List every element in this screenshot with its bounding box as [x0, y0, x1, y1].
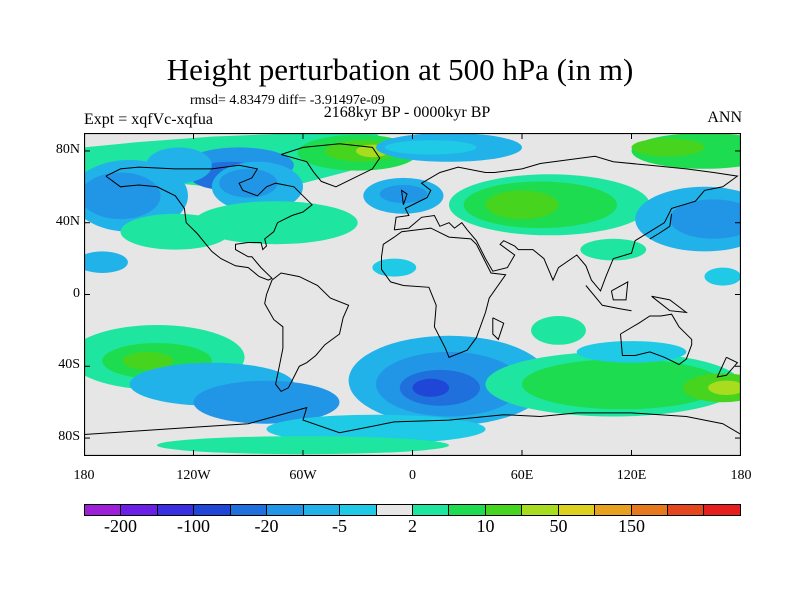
field-sind-mid [522, 359, 723, 410]
field-drake [193, 380, 340, 424]
colorbar-swatch [631, 505, 668, 515]
coastlines [84, 143, 741, 435]
colorbar-swatch [303, 505, 341, 515]
lon-tick-label: 60W [289, 468, 317, 483]
season-label: ANN [707, 109, 742, 126]
field-natl-core [379, 185, 428, 203]
map-title: Height perturbation at 500 hPa (in m) [166, 52, 634, 87]
colorbar-swatch [668, 505, 705, 515]
field-alaska [146, 147, 212, 184]
lon-tick-label: 120E [616, 468, 647, 483]
field-epac-pos [120, 213, 231, 250]
field-trop-pac [84, 251, 128, 273]
lon-tick-label: 0 [409, 468, 416, 483]
lon-tick-label: 120W [176, 468, 211, 483]
coast-antarctica [84, 406, 741, 435]
field-trop-indian [531, 316, 586, 345]
field-canada-mid [219, 168, 278, 198]
field-trop-atl [372, 258, 417, 277]
colorbar-label: 50 [549, 516, 568, 536]
field-satl-max [412, 378, 450, 397]
field-asia-core [485, 190, 559, 220]
lat-tick-label: 80S [58, 429, 80, 445]
colorbar-swatch [558, 505, 596, 515]
field-europe-edge [385, 140, 477, 155]
lat-tick-label: 0 [73, 285, 80, 301]
colorbar-label: -20 [254, 516, 279, 536]
axis-ticks [84, 133, 741, 456]
coast-south-america [264, 272, 350, 393]
colorbar-swatch [194, 505, 231, 515]
field-spac-core [122, 351, 174, 370]
experiment-label: Expt = xqfVc-xqfua [84, 111, 213, 128]
colorbar-swatch [449, 505, 486, 515]
field-natl-pos [193, 201, 358, 245]
colorbar-swatch [85, 505, 122, 515]
lat-tick-label: 40S [58, 357, 80, 373]
coast-australia [620, 313, 693, 366]
colorbar-label: 10 [476, 516, 495, 536]
field-australia-neg [576, 341, 687, 363]
lat-tick-label: 40N [55, 213, 80, 229]
colorbar-swatch [340, 505, 377, 515]
field-sind-max [708, 380, 741, 395]
period-label: 2168kyr BP - 0000kyr BP [323, 104, 491, 121]
colorbar-label: -100 [177, 516, 210, 536]
field-siberia-core [631, 138, 705, 157]
colorbar-swatch [267, 505, 304, 515]
lon-tick-label: 60E [510, 468, 534, 483]
colorbar-swatch [412, 505, 450, 515]
height-field [84, 133, 741, 455]
colorbar-swatch [230, 505, 268, 515]
field-pole-mint [157, 436, 449, 455]
colorbar [84, 504, 741, 516]
field-nwpac-core [669, 199, 741, 239]
colorbar-label: 150 [618, 516, 645, 536]
colorbar-swatch [121, 505, 158, 515]
colorbar-swatch [522, 505, 559, 515]
field-trop-wpac [704, 267, 741, 286]
lon-tick-label: 180 [73, 468, 95, 483]
coast-greenland [280, 143, 381, 188]
stats-text: rmsd= 4.83479 diff= -3.91497e-09 [190, 93, 385, 108]
coast-japan [649, 213, 673, 240]
coast-uk [400, 189, 408, 205]
field-trop-asia [580, 238, 647, 261]
field-npac-core [84, 172, 161, 220]
coast-new-guinea [651, 295, 689, 314]
coast-eurasia [393, 155, 739, 292]
colorbar-swatch [157, 505, 195, 515]
colorbar-swatch [595, 505, 632, 515]
map-panel [84, 133, 741, 456]
colorbar-swatch [704, 505, 740, 515]
colorbar-swatch [376, 505, 413, 515]
lon-tick-label: 180 [730, 468, 752, 483]
coast-madagascar [492, 317, 505, 341]
colorbar-label: -200 [104, 516, 137, 536]
colorbar-swatch [485, 505, 523, 515]
coast-indonesia [585, 285, 632, 312]
lat-tick-label: 80N [55, 141, 80, 157]
coast-borneo [610, 281, 629, 301]
colorbar-label: 2 [408, 516, 417, 536]
coast-africa [381, 227, 507, 358]
colorbar-label: -5 [332, 516, 347, 536]
coast-nz [716, 356, 739, 378]
coast-north-america [105, 164, 313, 281]
